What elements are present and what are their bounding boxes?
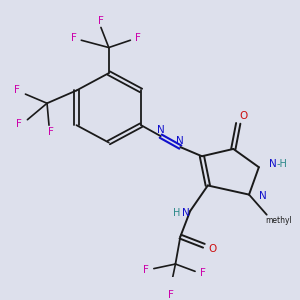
Text: F: F xyxy=(16,119,22,129)
Text: F: F xyxy=(98,16,104,26)
Text: N: N xyxy=(176,136,184,146)
Text: F: F xyxy=(143,266,149,275)
Text: F: F xyxy=(200,268,206,278)
Text: N: N xyxy=(157,125,165,135)
Text: O: O xyxy=(208,244,217,254)
Text: methyl: methyl xyxy=(265,216,292,225)
Text: F: F xyxy=(14,85,20,94)
Text: F: F xyxy=(168,290,173,300)
Text: H: H xyxy=(173,208,180,218)
Text: N: N xyxy=(269,160,277,170)
Text: N: N xyxy=(182,208,190,218)
Text: F: F xyxy=(70,33,76,43)
Text: F: F xyxy=(48,128,54,137)
Text: -H: -H xyxy=(277,160,288,170)
Text: F: F xyxy=(135,33,141,43)
Text: N: N xyxy=(259,191,267,201)
Text: O: O xyxy=(239,111,247,121)
